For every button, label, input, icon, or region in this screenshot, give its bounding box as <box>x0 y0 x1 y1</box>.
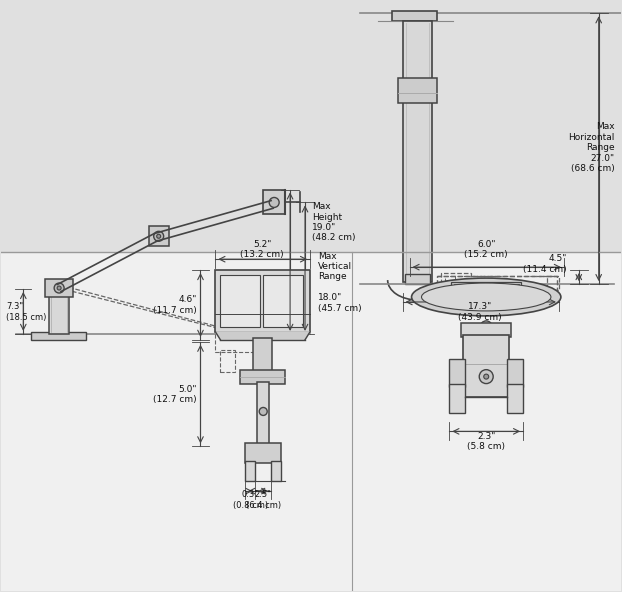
Bar <box>452 282 521 294</box>
Bar <box>449 359 465 387</box>
Text: 6.0"
(15.2 cm): 6.0" (15.2 cm) <box>465 240 508 259</box>
Ellipse shape <box>422 283 551 311</box>
Bar <box>402 21 432 282</box>
Bar <box>31 332 86 340</box>
Bar <box>454 284 468 293</box>
Bar <box>445 276 455 290</box>
Circle shape <box>157 234 160 238</box>
Polygon shape <box>352 252 621 591</box>
Bar <box>397 78 437 103</box>
Text: Max
Vertical
Range

18.0"
(45.7 cm): Max Vertical Range 18.0" (45.7 cm) <box>318 252 361 313</box>
Text: 4.6"
(11.7 cm): 4.6" (11.7 cm) <box>153 295 197 315</box>
Circle shape <box>414 276 422 284</box>
Bar <box>505 284 519 293</box>
Bar <box>449 384 465 413</box>
Bar <box>507 359 523 387</box>
Text: Max
Horizontal
Range
27.0"
(68.6 cm): Max Horizontal Range 27.0" (68.6 cm) <box>569 123 615 173</box>
Bar <box>253 338 272 372</box>
Circle shape <box>57 286 61 290</box>
Circle shape <box>54 283 64 293</box>
Text: 5.2"
(13.2 cm): 5.2" (13.2 cm) <box>241 240 284 259</box>
Text: 17.3"
(43.9 cm): 17.3" (43.9 cm) <box>458 303 502 321</box>
Circle shape <box>484 374 489 379</box>
Bar <box>245 443 281 463</box>
Circle shape <box>269 198 279 207</box>
Bar <box>220 275 260 327</box>
Bar <box>49 289 69 334</box>
Bar <box>215 270 310 332</box>
Text: 7.3"
(18.5 cm): 7.3" (18.5 cm) <box>6 303 47 321</box>
Bar <box>507 384 523 413</box>
Bar <box>404 274 430 284</box>
Text: 0.3"
(0.8 cm): 0.3" (0.8 cm) <box>233 490 268 510</box>
Bar <box>437 276 557 290</box>
Circle shape <box>484 325 488 329</box>
Polygon shape <box>1 1 621 252</box>
Bar <box>220 350 235 372</box>
Bar <box>45 279 73 297</box>
Circle shape <box>479 369 493 384</box>
Circle shape <box>259 407 267 416</box>
Bar <box>271 461 281 481</box>
Bar <box>258 382 269 446</box>
Bar <box>149 226 169 246</box>
Bar <box>463 335 509 397</box>
Polygon shape <box>215 332 310 340</box>
Bar <box>263 275 303 327</box>
Text: 5.0"
(12.7 cm): 5.0" (12.7 cm) <box>153 385 197 404</box>
Bar <box>215 330 255 352</box>
Circle shape <box>154 231 164 242</box>
Ellipse shape <box>412 278 561 316</box>
Bar <box>471 284 485 293</box>
Bar <box>547 276 559 290</box>
Bar <box>462 323 511 337</box>
Text: 4.5"
(11.4 cm): 4.5" (11.4 cm) <box>523 255 567 274</box>
Bar <box>488 284 502 293</box>
Text: Max
Height
19.0"
(48.2 cm): Max Height 19.0" (48.2 cm) <box>312 202 356 243</box>
Bar <box>240 369 285 384</box>
Circle shape <box>480 321 492 333</box>
Bar <box>442 273 471 293</box>
Text: 2.5"
(6.4 cm): 2.5" (6.4 cm) <box>246 490 281 510</box>
Text: 2.3"
(5.8 cm): 2.3" (5.8 cm) <box>467 432 505 451</box>
Bar <box>245 461 255 481</box>
Bar <box>263 191 285 214</box>
Polygon shape <box>1 252 352 591</box>
Bar <box>392 11 437 21</box>
